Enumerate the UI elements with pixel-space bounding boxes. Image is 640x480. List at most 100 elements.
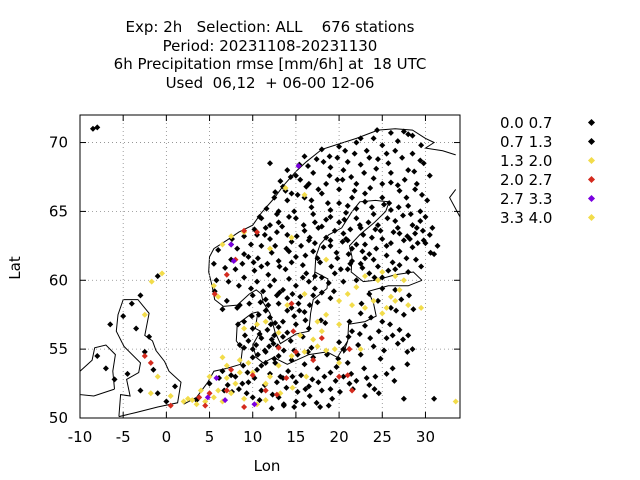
- station-point: [427, 249, 434, 256]
- station-point: [361, 169, 368, 176]
- station-point: [141, 311, 148, 318]
- station-point: [327, 213, 334, 220]
- station-point: [275, 344, 282, 351]
- station-point: [340, 346, 347, 353]
- station-point: [303, 183, 310, 190]
- station-point: [251, 226, 258, 233]
- station-point: [314, 255, 321, 262]
- station-point: [353, 377, 360, 384]
- station-point: [295, 300, 302, 307]
- station-point: [280, 347, 287, 354]
- station-point: [387, 179, 394, 186]
- station-point: [245, 359, 252, 366]
- station-point: [405, 202, 412, 209]
- station-point: [264, 260, 271, 267]
- station-point: [283, 384, 290, 391]
- station-point: [366, 291, 373, 298]
- station-point: [322, 319, 329, 326]
- station-point: [377, 227, 384, 234]
- station-point: [325, 402, 332, 409]
- station-point: [318, 274, 325, 281]
- station-point: [356, 222, 363, 229]
- station-point: [279, 286, 286, 293]
- station-point: [362, 198, 368, 205]
- station-point: [394, 182, 401, 189]
- station-point: [301, 191, 308, 198]
- x-tick-label: 30: [416, 428, 435, 446]
- station-point: [286, 275, 292, 282]
- station-point: [289, 291, 296, 298]
- station-point: [327, 237, 334, 244]
- station-point: [257, 299, 264, 306]
- station-point: [219, 368, 226, 375]
- station-point: [292, 253, 299, 260]
- station-point: [362, 255, 368, 262]
- station-point: [377, 355, 384, 362]
- station-point: [244, 369, 251, 376]
- station-point: [357, 346, 364, 353]
- station-point: [288, 353, 295, 360]
- station-point: [210, 394, 217, 401]
- station-point: [314, 318, 321, 325]
- station-point: [336, 143, 343, 150]
- station-point: [239, 260, 246, 267]
- station-point: [111, 376, 118, 383]
- station-point: [292, 321, 299, 328]
- station-point: [340, 278, 347, 285]
- station-point: [362, 304, 368, 311]
- station-point: [240, 362, 247, 369]
- station-point: [374, 156, 381, 163]
- station-point: [197, 387, 204, 394]
- station-point: [302, 317, 309, 324]
- station-point: [258, 242, 265, 249]
- station-point: [356, 330, 363, 337]
- station-point: [405, 302, 412, 309]
- station-point: [180, 398, 187, 405]
- station-point: [282, 266, 289, 273]
- station-point: [335, 355, 342, 362]
- station-point: [289, 373, 296, 380]
- station-point: [424, 197, 431, 204]
- station-point: [228, 233, 235, 240]
- station-point: [336, 219, 343, 226]
- station-point: [345, 333, 352, 340]
- station-point: [284, 231, 291, 238]
- station-point: [336, 186, 343, 193]
- station-point: [381, 347, 387, 354]
- station-point: [204, 394, 211, 401]
- station-point: [383, 150, 390, 157]
- station-point: [213, 277, 220, 284]
- station-point: [146, 333, 153, 340]
- station-point: [326, 153, 333, 160]
- station-point: [405, 332, 412, 339]
- station-point: [368, 314, 375, 321]
- coastline-path: [449, 189, 461, 218]
- station-point: [189, 397, 196, 404]
- station-point: [308, 204, 315, 211]
- station-point: [275, 324, 282, 331]
- station-point: [379, 194, 386, 201]
- station-point: [277, 178, 284, 185]
- station-point: [351, 187, 358, 194]
- station-point: [264, 326, 271, 333]
- station-point: [167, 402, 174, 409]
- plot-frame: [79, 114, 461, 419]
- station-point: [251, 267, 258, 274]
- station-point: [362, 190, 368, 197]
- station-point: [358, 300, 365, 307]
- station-point: [288, 259, 295, 266]
- station-point: [288, 238, 295, 245]
- station-point: [318, 289, 325, 296]
- station-point: [371, 274, 378, 281]
- station-point: [320, 244, 327, 251]
- station-point: [333, 364, 340, 371]
- station-point: [301, 361, 308, 368]
- station-point: [311, 219, 318, 226]
- station-point: [321, 373, 328, 380]
- station-point: [282, 184, 289, 191]
- station-point: [411, 168, 418, 175]
- station-point: [310, 169, 317, 176]
- station-point: [249, 354, 256, 361]
- title-line: Exp: 2h Selection: ALL 676 stations: [125, 18, 415, 36]
- station-point: [331, 227, 338, 234]
